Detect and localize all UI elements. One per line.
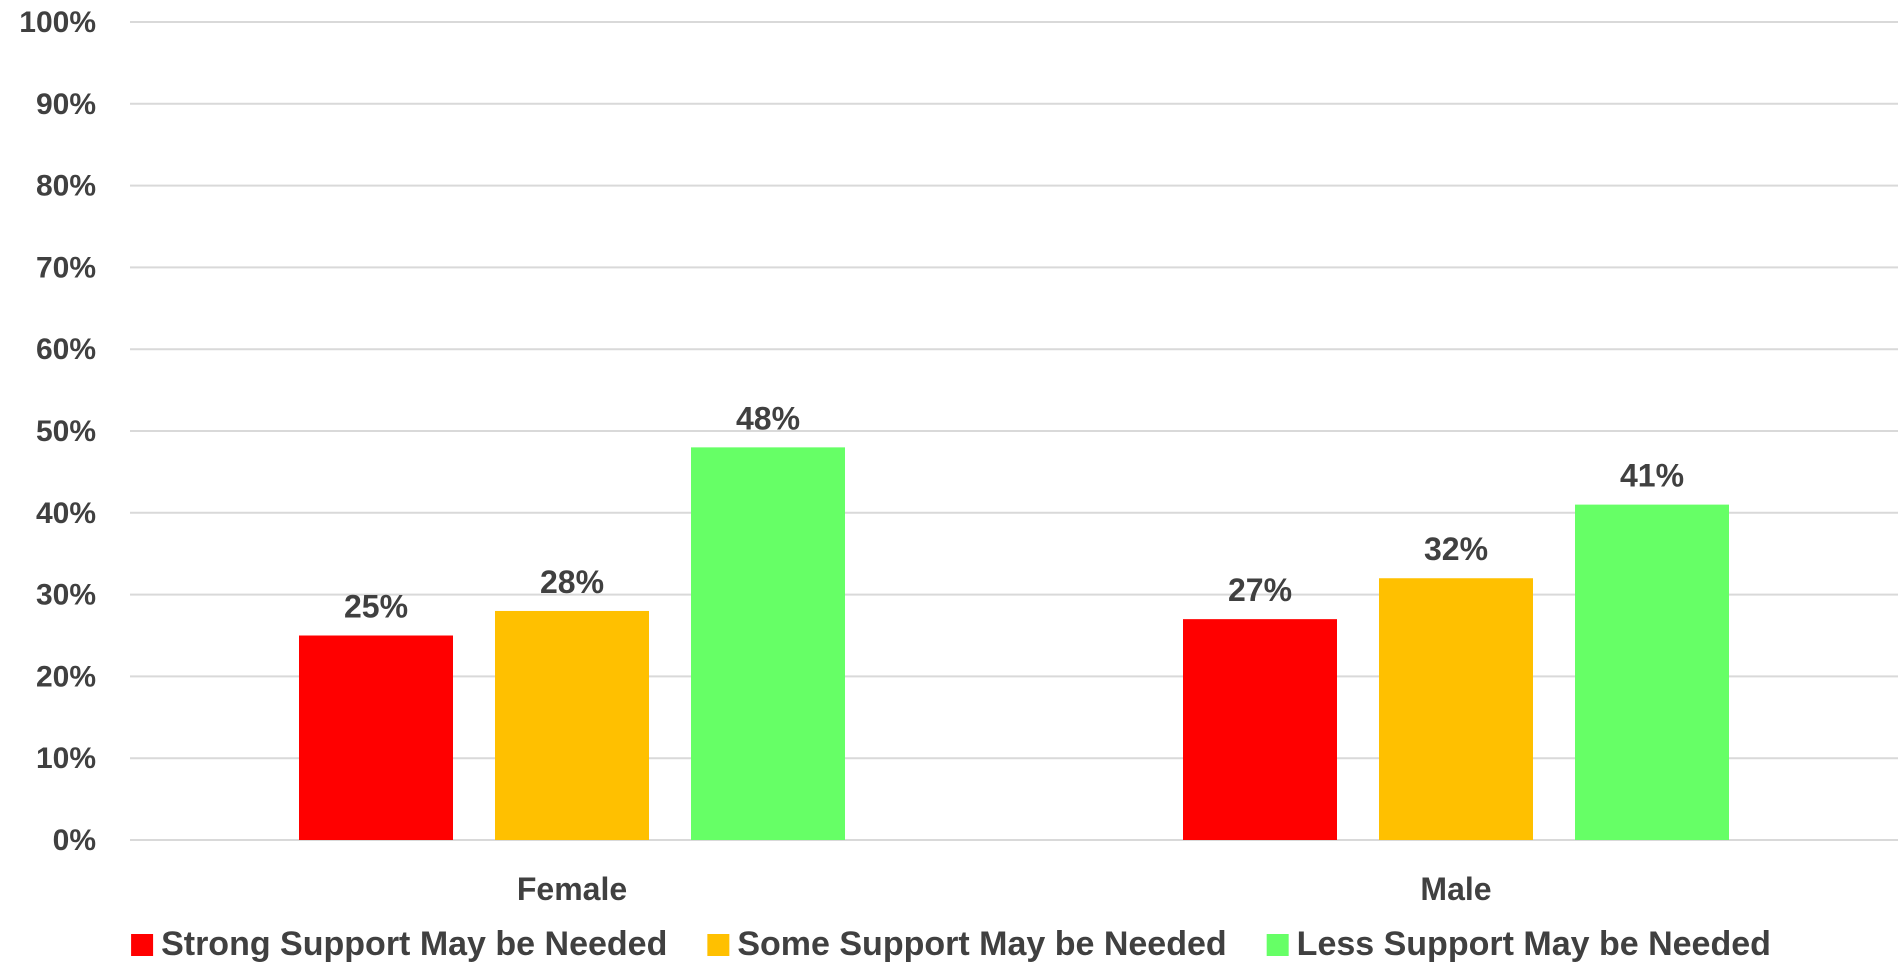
y-tick-label: 70% [36,251,96,284]
legend-swatch [1266,934,1289,956]
data-labels: 25% 28% 48% 27% 32% 41% [344,400,1684,624]
data-label: 32% [1424,531,1488,567]
y-tick-label: 50% [36,415,96,448]
data-label: 48% [736,400,800,436]
bar [1575,504,1729,840]
bar [1379,578,1533,840]
bars [299,447,1729,840]
legend-label: Less Support May be Needed [1297,925,1771,963]
y-tick-label: 20% [36,660,96,693]
data-label: 25% [344,589,408,625]
legend-swatch [707,934,730,956]
y-axis-tick-labels: 0% 10% 20% 30% 40% 50% 60% 70% 80% 90% 100% [19,6,96,857]
x-category-label: Female [517,871,627,907]
data-label: 41% [1620,458,1684,494]
y-tick-label: 0% [53,824,96,857]
y-tick-label: 90% [36,88,96,121]
legend: Strong Support May be Needed Some Support… [131,925,1771,963]
y-tick-label: 30% [36,579,96,612]
y-tick-label: 80% [36,170,96,203]
bar [495,610,649,840]
legend-swatch [131,934,154,956]
y-tick-label: 60% [36,333,96,366]
x-axis-category-labels: Female Male [517,871,1492,907]
y-tick-label: 10% [36,742,96,775]
bar [299,635,453,840]
x-category-label: Male [1420,871,1491,907]
data-label: 27% [1228,572,1292,608]
legend-label: Strong Support May be Needed [161,925,667,963]
legend-label: Some Support May be Needed [737,925,1226,963]
data-label: 28% [540,564,604,600]
bar [1183,619,1337,840]
bar [691,447,845,840]
y-tick-label: 100% [19,6,96,39]
y-tick-label: 40% [36,497,96,530]
